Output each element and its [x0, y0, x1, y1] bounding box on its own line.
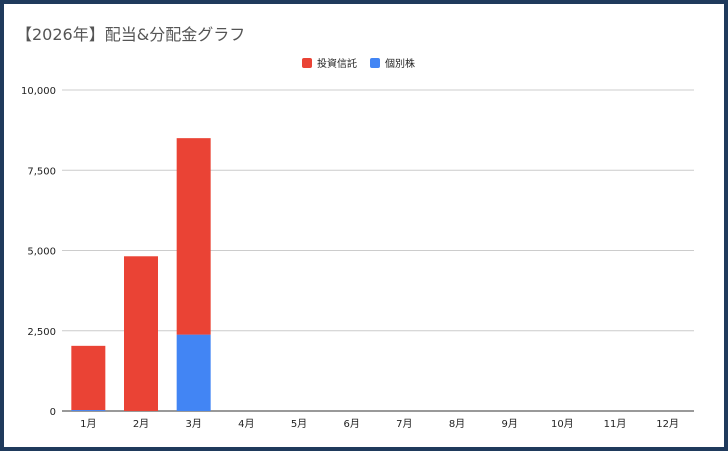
x-tick-label: 1月: [80, 418, 96, 430]
legend-swatch: [370, 58, 380, 68]
x-tick-label: 10月: [551, 418, 574, 430]
y-tick-label: 7,500: [27, 166, 56, 177]
bar-segment: [71, 345, 106, 411]
x-tick-label: 5月: [291, 418, 307, 430]
legend-label: 個別株: [385, 57, 415, 70]
x-tick-label: 4月: [238, 418, 254, 430]
x-tick-label: 12月: [656, 418, 679, 430]
x-tick-label: 6月: [343, 418, 359, 430]
x-tick-label: 9月: [501, 418, 517, 430]
x-tick-label: 8月: [449, 418, 465, 430]
y-tick-label: 2,500: [27, 327, 56, 338]
bar-segment: [176, 334, 211, 411]
chart-frame: 【2026年】配当&分配金グラフ 0 2,500 5,000 7,500 10,000 1…: [4, 4, 724, 447]
bar-segment: [71, 410, 106, 411]
y-tick-label: 10,000: [21, 86, 56, 97]
bar-segment: [124, 256, 158, 411]
legend-swatch: [302, 58, 312, 68]
bar-segment: [176, 138, 211, 335]
x-tick-label: 3月: [185, 418, 201, 430]
bar-chart: 0 2,500 5,000 7,500 10,000 1月 2月 3月 4月 5月 6月 7月 8月 9月…: [21, 57, 694, 430]
x-tick-label: 2月: [133, 418, 149, 430]
y-tick-label: 5,000: [27, 247, 56, 258]
y-tick-label: 0: [50, 407, 56, 418]
x-tick-label: 11月: [604, 418, 627, 430]
x-tick-label: 7月: [396, 418, 412, 430]
chart-title: 【2026年】配当&分配金グラフ: [16, 25, 246, 44]
legend-label: 投資信託: [317, 57, 357, 70]
